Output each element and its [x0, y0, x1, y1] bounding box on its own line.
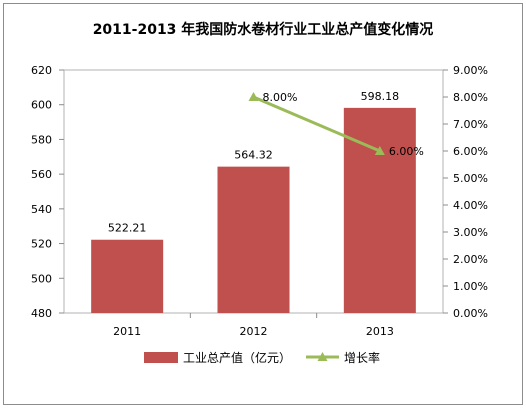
left-axis-tick-label: 500 — [31, 272, 52, 285]
right-axis-tick-label: 4.00% — [453, 199, 488, 212]
x-axis-tick-label: 2012 — [240, 325, 268, 338]
growth-data-label: 6.00% — [389, 145, 424, 158]
growth-line-series: 8.00% 6.00% — [248, 91, 424, 158]
right-axis-tick-label: 0.00% — [453, 307, 488, 320]
bar-data-label: 564.32 — [234, 149, 273, 162]
right-axis-tick-label: 1.00% — [453, 280, 488, 293]
legend: 工业总产值（亿元） 增长率 — [144, 350, 380, 365]
x-axis: 2011 2012 2013 — [113, 313, 394, 338]
legend-bar-label: 工业总产值（亿元） — [183, 350, 291, 365]
right-axis-tick-label: 8.00% — [453, 91, 488, 104]
left-axis-tick-label: 540 — [31, 203, 52, 216]
bar-data-label: 522.21 — [108, 222, 147, 235]
legend-line-label: 增长率 — [344, 350, 380, 365]
right-axis-tick-label: 5.00% — [453, 172, 488, 185]
left-axis-tick-label: 580 — [31, 133, 52, 146]
legend-line-marker — [317, 352, 328, 361]
left-axis-tick-label: 600 — [31, 99, 52, 112]
growth-point-marker — [248, 92, 259, 101]
left-axis-tick-label: 480 — [31, 307, 52, 320]
right-axis-tick-label: 7.00% — [453, 118, 488, 131]
right-axis-tick-label: 3.00% — [453, 226, 488, 239]
x-axis-tick-label: 2011 — [113, 325, 141, 338]
right-axis-tick-label: 2.00% — [453, 253, 488, 266]
bar — [217, 166, 290, 313]
left-axis-tick-label: 520 — [31, 238, 52, 251]
chart-title: 2011-2013 年我国防水卷材行业工业总产值变化情况 — [93, 21, 434, 38]
right-axis-tick-label: 9.00% — [453, 64, 488, 77]
growth-line — [252, 95, 381, 153]
right-axis: 0.00% 1.00% 2.00% 3.00% 4.00% 5.00% 6.00% 7.00%… — [443, 64, 488, 320]
growth-point-marker — [374, 146, 385, 155]
legend-bar-swatch — [144, 352, 178, 363]
left-axis: 480 500 520 540 560 580 600 620 — [31, 64, 64, 320]
right-axis-tick-label: 6.00% — [453, 145, 488, 158]
bar-data-label: 598.18 — [361, 90, 400, 103]
left-axis-tick-label: 560 — [31, 168, 52, 181]
left-axis-tick-label: 620 — [31, 64, 52, 77]
growth-data-label: 8.00% — [263, 91, 298, 104]
bar — [91, 239, 164, 313]
x-axis-tick-label: 2013 — [366, 325, 394, 338]
